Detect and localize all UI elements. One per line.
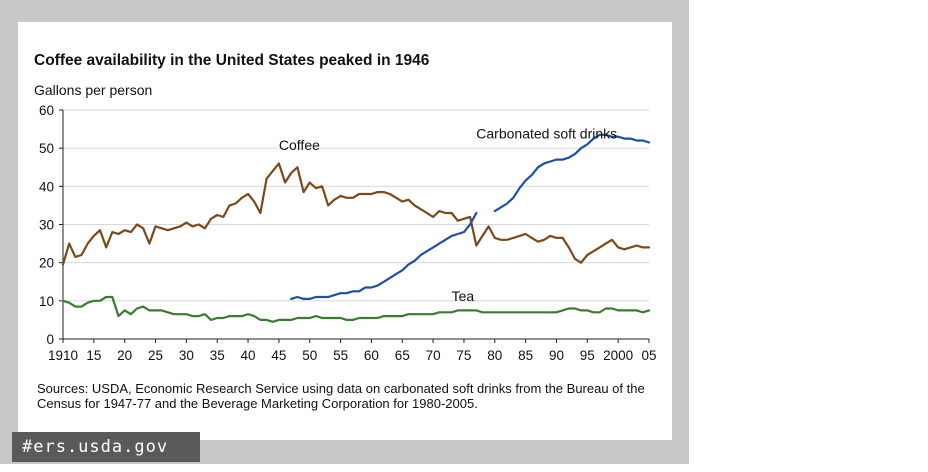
- x-tick-label-25: 25: [148, 348, 163, 363]
- x-tick-label-20: 20: [117, 348, 132, 363]
- x-tick-label-45: 45: [271, 348, 286, 363]
- x-tick-label-50: 50: [302, 348, 317, 363]
- y-tick-label-0: 0: [46, 332, 54, 347]
- y-axis-label: Gallons per person: [34, 82, 153, 98]
- image-frame: [0, 0, 689, 464]
- y-tick-label-30: 30: [39, 218, 54, 233]
- x-tick-label-2000: 2000: [603, 348, 633, 363]
- series-line-carbonated-soft-drinks: [290, 133, 651, 300]
- y-ticks: 0 10 20 30 40 50 60: [39, 103, 63, 347]
- series-line-tea: [61, 295, 651, 323]
- y-tick-label-20: 20: [39, 256, 54, 271]
- x-tick-label-85: 85: [518, 348, 533, 363]
- y-tick-label-40: 40: [39, 179, 54, 194]
- y-tick-label-50: 50: [39, 141, 54, 156]
- x-tick-label-65: 65: [395, 348, 410, 363]
- series-label-tea: Tea: [452, 288, 475, 304]
- site-hashtag-badge[interactable]: #ers.usda.gov: [12, 432, 200, 462]
- series-label-carbonated-soft-drinks: Carbonated soft drinks: [476, 126, 617, 142]
- series-lines: [61, 133, 651, 323]
- x-tick-label-15: 15: [86, 348, 101, 363]
- chart-title: Coffee availability in the United States…: [34, 52, 430, 69]
- x-tick-label-60: 60: [364, 348, 379, 363]
- x-tick-label-40: 40: [241, 348, 256, 363]
- y-tick-label-60: 60: [39, 103, 54, 118]
- x-tick-label-05: 05: [641, 348, 656, 363]
- x-tick-label-90: 90: [549, 348, 564, 363]
- x-ticks: 1910 15 20 25 30 35 40 45 50 55 60 65 70 75 80 85 90 95 20…: [48, 339, 657, 363]
- series-label-coffee: Coffee: [279, 137, 320, 153]
- x-tick-label-55: 55: [333, 348, 348, 363]
- x-tick-label-30: 30: [179, 348, 194, 363]
- x-tick-label-75: 75: [456, 348, 471, 363]
- x-tick-label-95: 95: [580, 348, 595, 363]
- series-line-coffee: [61, 162, 651, 266]
- x-tick-label-35: 35: [210, 348, 225, 363]
- sources-note: Sources: USDA, Economic Research Service…: [37, 381, 645, 411]
- y-tick-label-10: 10: [39, 294, 54, 309]
- grid-lines: [63, 109, 649, 302]
- x-tick-label-70: 70: [426, 348, 441, 363]
- x-tick-label-80: 80: [487, 348, 502, 363]
- series-labels: Coffee Carbonated soft drinks Tea: [279, 126, 617, 304]
- x-tick-label-1910: 1910: [48, 348, 78, 363]
